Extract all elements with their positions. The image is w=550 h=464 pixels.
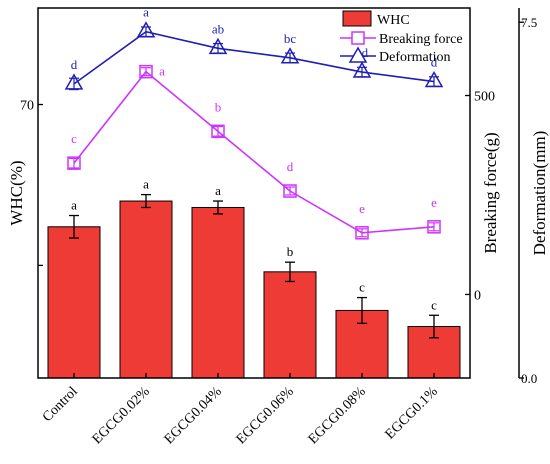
x-tick-label: EGCG0.02% <box>90 384 153 447</box>
deformation-letter: a <box>143 5 149 20</box>
deformation-point <box>280 47 300 64</box>
x-tick-label: EGCG0.04% <box>162 384 225 447</box>
series-line <box>73 30 435 85</box>
series-line <box>73 70 435 234</box>
y2-axis-title: Breaking force(g) <box>481 132 500 253</box>
bar <box>119 200 173 379</box>
bar-significance-label: c <box>431 297 437 312</box>
breaking-force-letter: c <box>71 131 77 146</box>
y2-tick-label: 0 <box>474 288 481 303</box>
breaking-force-letter: b <box>215 99 222 114</box>
x-tick-label: EGCG0.1% <box>383 384 441 442</box>
deformation-point <box>424 71 444 88</box>
legend-label-deformation: Deformation <box>379 50 451 65</box>
bar <box>191 206 245 379</box>
deformation-point <box>64 73 84 90</box>
deformation-point <box>136 21 156 38</box>
x-tick-label: EGCG0.06% <box>234 384 297 447</box>
y-axis-title: WHC(%) <box>7 160 26 225</box>
bar-significance-label: b <box>287 244 294 259</box>
breaking-force-point <box>427 220 441 234</box>
bars-layer: a a a b c c <box>47 177 461 379</box>
y-tick-label: 70 <box>20 99 34 114</box>
bar <box>47 226 101 379</box>
deformation-letter: bc <box>284 31 297 46</box>
y3-tick-label: 0.0 <box>521 371 537 386</box>
breaking-force-letter: e <box>359 201 365 216</box>
deformation-letter: d <box>71 57 78 72</box>
bar <box>263 271 317 379</box>
bar-significance-label: a <box>215 183 221 198</box>
breaking-force-point <box>355 226 369 240</box>
breaking-force-point <box>67 156 81 170</box>
breaking-force-point <box>139 64 153 79</box>
legend-marker-deformation <box>348 46 368 63</box>
y3-axis-title: Deformation(mm) <box>530 131 549 256</box>
legend: WHC Breaking force Deformation <box>340 10 463 65</box>
deformation-point <box>352 61 372 78</box>
bar-significance-label: a <box>143 177 149 192</box>
legend-label-breaking-force: Breaking force <box>379 32 463 47</box>
y3-tick-label: 7.5 <box>521 15 537 30</box>
deformation-point <box>208 37 228 55</box>
legend-label-whc: WHC <box>377 13 410 28</box>
plot-frame <box>37 7 471 379</box>
breaking-force-letter: a <box>159 64 165 79</box>
breaking-force-point <box>283 184 297 198</box>
bar-significance-label: a <box>71 198 77 213</box>
deformation-letter: d <box>431 55 438 70</box>
breaking-force-letter: d <box>287 159 294 174</box>
breaking-force-letter: e <box>431 195 437 210</box>
legend-swatch-whc <box>342 10 372 27</box>
legend-marker-breaking-force <box>351 31 365 45</box>
x-tick-label: Control <box>40 384 81 425</box>
bar-significance-label: c <box>359 280 365 295</box>
y2-tick-label: 500 <box>474 90 495 105</box>
breaking-force-point <box>211 124 225 139</box>
deformation-letter: ab <box>212 21 224 36</box>
x-tick-label: EGCG0.08% <box>306 384 369 447</box>
